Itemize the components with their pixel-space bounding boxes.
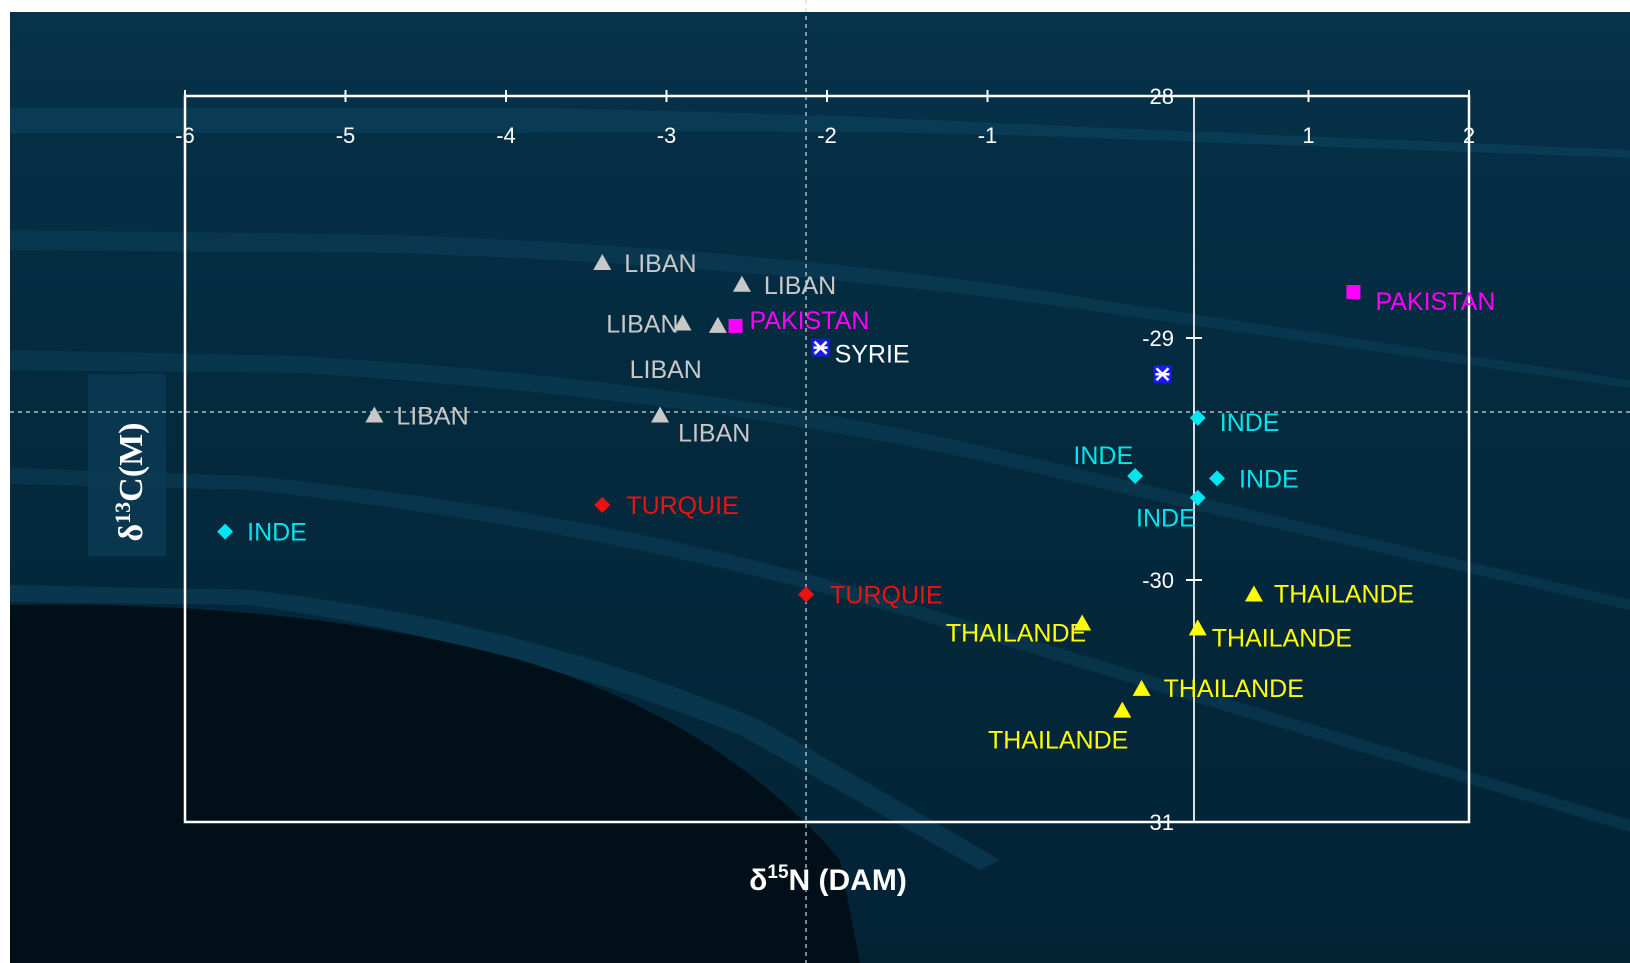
point-label-liban: LIBAN	[606, 310, 678, 338]
data-point-thailande	[1188, 619, 1207, 636]
data-point-pakistan	[1346, 285, 1361, 300]
data-point-thailande	[1073, 614, 1092, 631]
point-label-thailande: THAILANDE	[988, 727, 1128, 755]
data-point-inde	[1189, 489, 1206, 506]
point-label-turquie: TURQUIE	[830, 582, 943, 610]
data-point-liban	[651, 406, 670, 423]
star-marker-glyph	[1155, 367, 1170, 382]
point-label-inde: INDE	[1136, 505, 1196, 533]
x-tick-label: -5	[336, 123, 356, 148]
decorative-band	[10, 585, 1000, 870]
data-point-inde	[1189, 409, 1206, 426]
x-tick-label: -4	[496, 123, 516, 148]
data-point-inde	[217, 523, 234, 540]
y-tick-label: -30	[1142, 568, 1174, 593]
decorative-shadow	[10, 604, 860, 963]
data-point-liban	[708, 316, 727, 333]
y-axis-title-main: C(M)	[113, 423, 150, 502]
y-tick-label: 28	[1150, 84, 1174, 109]
y-axis-ticks: 28 -29 -30 31	[1142, 84, 1202, 835]
data-point-thailande	[1244, 585, 1263, 602]
y-tick-label: 31	[1150, 810, 1174, 835]
point-label-liban: LIBAN	[630, 356, 702, 384]
point-label-liban: LIBAN	[396, 402, 468, 430]
data-point-thailande	[1113, 701, 1132, 718]
x-axis-title-superscript: 15	[767, 862, 789, 883]
ylabel-backdrop	[88, 374, 166, 556]
data-point-pakistan	[728, 318, 743, 333]
y-axis-title-prefix: δ	[113, 524, 150, 542]
x-axis-title: δ15N (DAM)	[749, 862, 907, 897]
x-tick-label: -6	[175, 123, 195, 148]
point-label-inde: INDE	[1239, 465, 1299, 493]
y-axis-title-superscript: 13	[110, 502, 135, 524]
point-label-pakistan: PAKISTAN	[750, 307, 870, 335]
x-axis-title-prefix: δ	[749, 864, 767, 897]
decorative-band	[10, 108, 1630, 158]
point-label-inde: INDE	[247, 519, 307, 547]
data-point-turquie	[798, 586, 815, 603]
point-label-thailande: THAILANDE	[1274, 581, 1414, 609]
star-marker-glyph	[813, 340, 828, 355]
x-axis-title-main: N (DAM)	[789, 864, 907, 897]
x-tick-label: -2	[817, 123, 837, 148]
x-tick-label: 2	[1463, 123, 1475, 148]
point-label-inde: INDE	[1073, 442, 1133, 470]
data-point-turquie	[594, 496, 611, 513]
point-label-thailande: THAILANDE	[1164, 675, 1304, 703]
decorative-bands	[10, 108, 1630, 963]
data-point-liban	[365, 406, 384, 423]
point-label-turquie: TURQUIE	[626, 492, 739, 520]
point-label-liban: LIBAN	[764, 272, 836, 300]
data-point-syrie	[811, 338, 830, 357]
data-point-inde	[1127, 467, 1144, 484]
guide-lines	[10, 0, 1630, 963]
data-points	[217, 253, 1361, 718]
point-label-thailande: THAILANDE	[946, 620, 1086, 648]
x-axis-ticks: -6 -5 -4 -3 -2 -1 1 2	[175, 90, 1475, 148]
data-point-liban	[732, 275, 751, 292]
x-tick-label: -3	[657, 123, 677, 148]
data-point-thailande	[1132, 679, 1151, 696]
data-point-syrie	[1153, 365, 1172, 384]
x-tick-label: 1	[1302, 123, 1314, 148]
data-point-liban	[673, 314, 692, 331]
data-point-inde	[1209, 470, 1226, 487]
y-tick-label: -29	[1142, 326, 1174, 351]
point-label-syrie: SYRIE	[835, 341, 910, 369]
point-label-inde: INDE	[1220, 409, 1280, 437]
decorative-band	[10, 230, 1630, 388]
point-label-liban: LIBAN	[678, 419, 750, 447]
data-point-liban	[593, 253, 612, 270]
point-label-thailande: THAILANDE	[1212, 624, 1352, 652]
point-label-pakistan: PAKISTAN	[1375, 288, 1495, 316]
x-tick-label: -1	[978, 123, 998, 148]
point-labels: LIBAN LIBAN LIBAN LIBAN LIBAN LIBAN PAKISTAN PA…	[247, 250, 1495, 755]
y-axis-title: δ13C(M)	[110, 423, 150, 542]
point-label-liban: LIBAN	[624, 250, 696, 278]
